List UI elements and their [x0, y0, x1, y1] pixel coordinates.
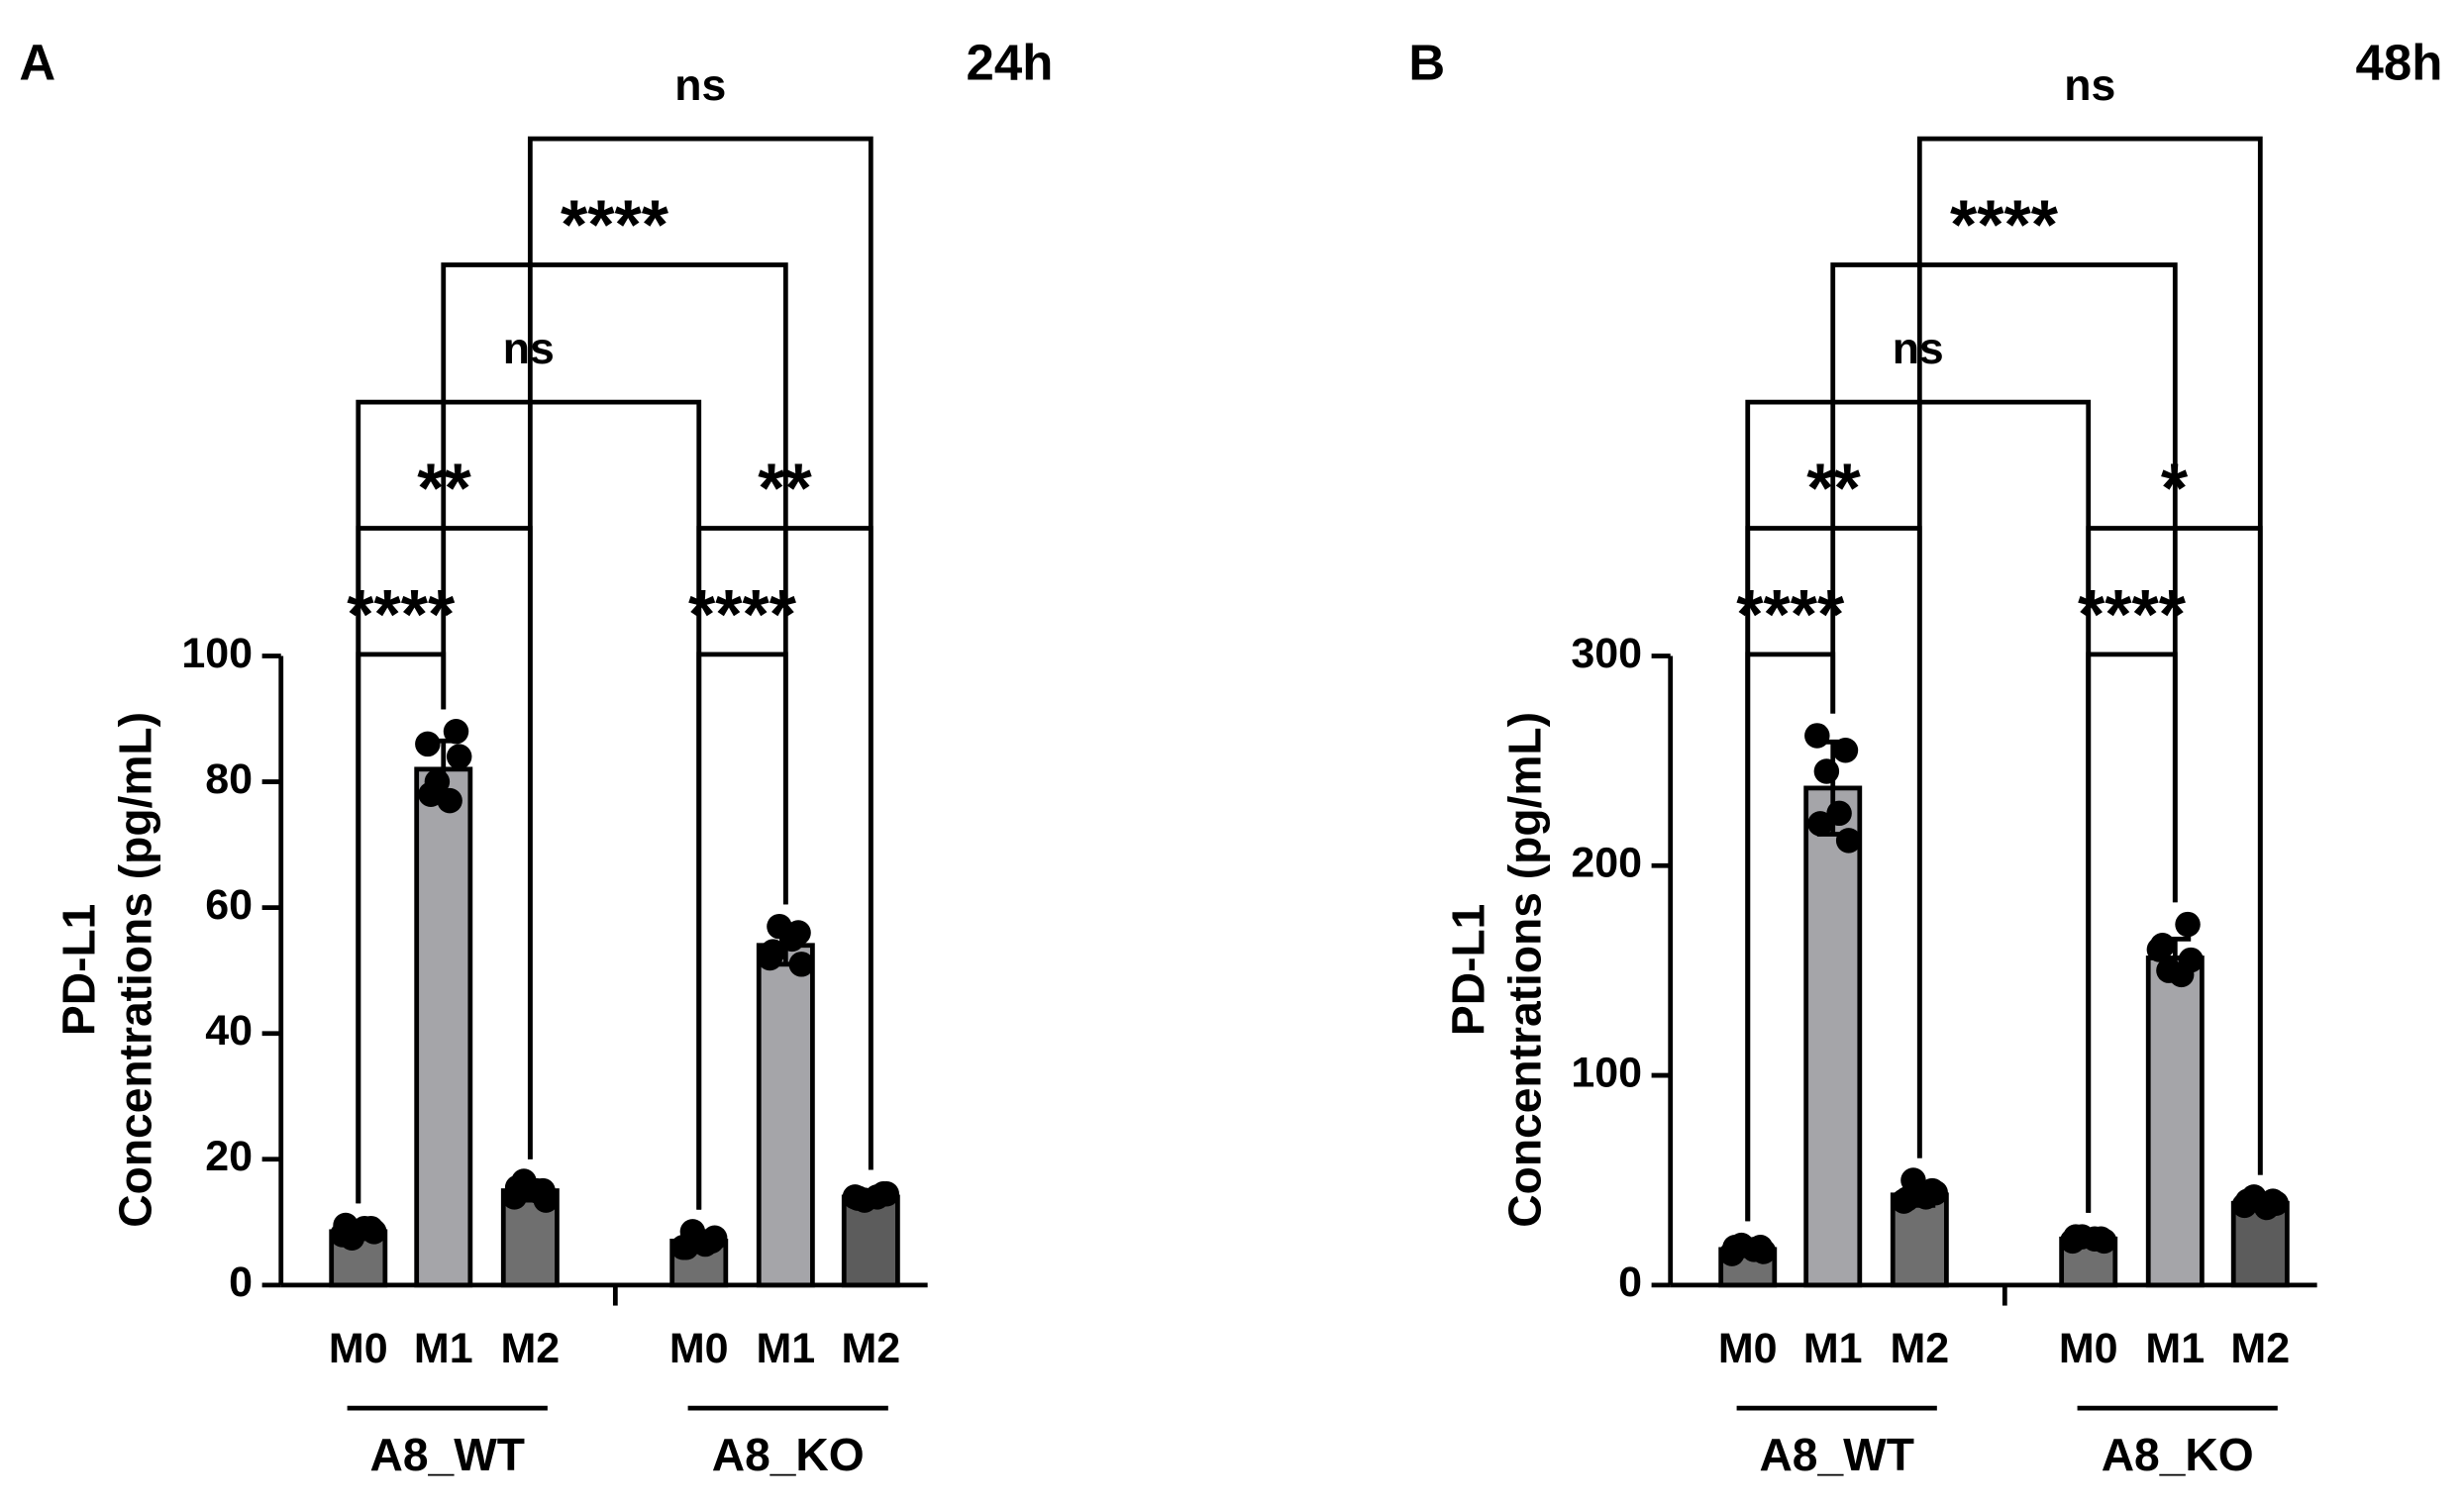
x-tick-label: M1 — [414, 1325, 473, 1372]
y-tick-label: 200 — [1571, 840, 1642, 887]
data-point — [1835, 828, 1862, 854]
significance-label: ns — [674, 61, 726, 110]
data-point — [2263, 1190, 2289, 1217]
group-label: A8_WT — [1759, 1429, 1913, 1480]
significance-label: **** — [2078, 575, 2187, 653]
y-tick-label: 300 — [1571, 630, 1642, 677]
data-point — [1722, 1235, 1748, 1260]
x-tick-label: M0 — [1718, 1325, 1778, 1372]
y-tick-label: 40 — [205, 1007, 253, 1055]
x-tick-label: M0 — [2059, 1325, 2118, 1372]
y-tick-label: 100 — [181, 630, 253, 677]
significance-label: * — [2161, 450, 2189, 527]
data-point — [446, 744, 472, 769]
data-point — [873, 1180, 899, 1207]
significance-bracket — [696, 526, 873, 1210]
data-point — [504, 1174, 531, 1201]
x-tick-label: M2 — [841, 1325, 900, 1372]
data-point — [333, 1212, 359, 1239]
bar — [414, 766, 473, 1288]
data-point — [2178, 947, 2204, 973]
panel: A 24h PD-L1 Concentrations (pg/mL) 0 20 40 60 80… — [19, 34, 1053, 1480]
data-point — [2234, 1188, 2261, 1214]
x-tick-label: M1 — [756, 1325, 815, 1372]
data-point — [1750, 1239, 1777, 1264]
x-tick-label: M2 — [1890, 1325, 1949, 1372]
data-point — [1832, 738, 1859, 763]
data-point — [1826, 800, 1852, 827]
x-tick-label: M1 — [1803, 1325, 1863, 1372]
y-axis-label: Concentrations (pg/mL) — [110, 712, 161, 1228]
bar — [841, 1194, 900, 1288]
data-point — [760, 939, 786, 964]
group-label: A8_KO — [712, 1429, 865, 1480]
significance-label: **** — [1950, 186, 2059, 263]
significance-label: **** — [688, 575, 797, 653]
data-point — [360, 1219, 387, 1245]
significance-label: ** — [758, 450, 812, 527]
group-label: A8_KO — [2102, 1429, 2254, 1480]
data-point — [1813, 758, 1840, 784]
data-point — [788, 952, 814, 977]
y-tick-label: 100 — [1571, 1049, 1642, 1096]
significance-label: ns — [2064, 61, 2115, 110]
data-point — [845, 1185, 872, 1211]
panel: B 48h PD-L1 Concentrations (pg/mL) 0 100 200 30… — [1408, 34, 2442, 1480]
y-tick-label: 60 — [205, 881, 253, 929]
bar — [1803, 785, 1863, 1288]
data-point — [778, 926, 805, 953]
data-point — [2091, 1228, 2117, 1255]
y-tick-label: 80 — [205, 755, 253, 803]
data-point — [533, 1187, 560, 1213]
data-point — [701, 1225, 728, 1251]
data-point — [673, 1235, 699, 1260]
data-point — [418, 781, 444, 807]
data-point — [437, 787, 462, 814]
data-point — [2063, 1224, 2089, 1250]
data-point — [1804, 723, 1830, 749]
significance-bracket — [441, 262, 788, 905]
x-tick-label: M0 — [669, 1325, 729, 1372]
panel-letter: A — [19, 34, 55, 90]
significance-label: **** — [1736, 575, 1845, 653]
panel-letter: B — [1408, 34, 1445, 90]
chart-title: 24h — [967, 34, 1054, 90]
data-point — [2175, 911, 2201, 938]
x-tick-label: M2 — [500, 1325, 560, 1372]
bar — [756, 943, 815, 1288]
y-axis-label: PD-L1 — [52, 904, 104, 1036]
bar — [2145, 956, 2205, 1288]
data-point — [415, 731, 441, 757]
data-point — [443, 718, 469, 745]
chart-title: 48h — [2356, 34, 2443, 90]
significance-bracket — [2086, 652, 2178, 1213]
y-tick-label: 0 — [229, 1258, 253, 1306]
x-tick-label: M2 — [2230, 1325, 2290, 1372]
data-point — [1894, 1186, 1920, 1212]
significance-bracket — [1830, 262, 2178, 903]
significance-label: **** — [347, 575, 456, 653]
data-point — [1922, 1179, 1948, 1206]
y-tick-label: 0 — [1618, 1258, 1642, 1306]
y-axis-label: Concentrations (pg/mL) — [1499, 712, 1551, 1228]
x-tick-label: M0 — [329, 1325, 388, 1372]
x-tick-label: M1 — [2145, 1325, 2205, 1372]
data-point — [2149, 933, 2176, 958]
data-point — [1807, 811, 1833, 837]
significance-label: **** — [561, 186, 669, 263]
y-tick-label: 20 — [205, 1133, 253, 1180]
group-label: A8_WT — [370, 1429, 525, 1480]
y-axis-label: PD-L1 — [1442, 904, 1493, 1036]
